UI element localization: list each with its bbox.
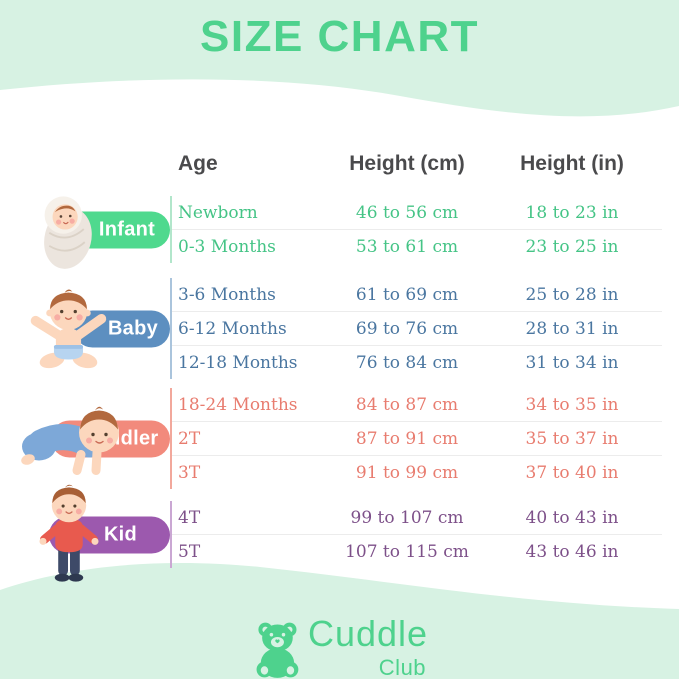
height-cm-value: 53 to 61 cm xyxy=(355,236,459,257)
height-cm-value: 61 to 69 cm xyxy=(355,284,459,305)
swaddled-infant-illustration xyxy=(44,195,92,269)
height-in-value: 23 to 25 in xyxy=(525,236,619,257)
height-cm-value: 76 to 84 cm xyxy=(355,352,459,373)
height-cm-value: 69 to 76 cm xyxy=(355,318,459,339)
kid-rows: 4T 99 to 107 cm 40 to 43 in 5T 107 to 11… xyxy=(170,501,662,568)
group-baby: Baby 3-6 Months 61 to 69 cm 25 to 28 in … xyxy=(22,278,662,379)
table-row: 6-12 Months 69 to 76 cm 28 to 31 in xyxy=(172,311,662,345)
table-header-row: Age Height (cm) Height (in) xyxy=(22,146,662,182)
height-cm-value: 84 to 87 cm xyxy=(355,394,459,415)
age-value: 18-24 Months xyxy=(178,394,298,415)
table-row: 18-24 Months 84 to 87 cm 34 to 35 in xyxy=(172,388,662,421)
brand-name: Cuddle xyxy=(307,613,429,654)
table-row: 12-18 Months 76 to 84 cm 31 to 34 in xyxy=(172,345,662,379)
infant-badge-cell: Infant xyxy=(22,195,170,269)
age-value: Newborn xyxy=(178,202,258,223)
age-value: 0-3 Months xyxy=(178,236,276,257)
standing-kid-illustration xyxy=(39,484,99,582)
group-infant: Infant Newborn 46 to 56 cm 18 to 23 in 0… xyxy=(22,195,662,269)
table-row: 3T 91 to 99 cm 37 to 40 in xyxy=(172,455,662,489)
baby-rows: 3-6 Months 61 to 69 cm 25 to 28 in 6-12 … xyxy=(170,278,662,379)
brand-name-sub: Club xyxy=(378,655,427,679)
teddy-bear-icon xyxy=(256,622,298,678)
height-in-value: 28 to 31 in xyxy=(525,318,619,339)
table-row: Newborn 46 to 56 cm 18 to 23 in xyxy=(172,196,662,229)
kid-badge-cell: Kid xyxy=(22,484,170,582)
height-cm-value: 99 to 107 cm xyxy=(350,507,464,528)
crawling-toddler-illustration xyxy=(21,406,119,475)
brand-logo: Cuddle Club xyxy=(251,616,428,679)
page-title: SIZE CHART xyxy=(200,12,479,61)
age-value: 6-12 Months xyxy=(178,318,287,339)
height-cm-value: 107 to 115 cm xyxy=(345,541,469,562)
column-header-age: Age xyxy=(178,152,218,175)
table-row: 4T 99 to 107 cm 40 to 43 in xyxy=(172,501,662,534)
height-in-value: 37 to 40 in xyxy=(525,462,619,483)
age-value: 3T xyxy=(178,462,201,483)
group-toddler: Toddler 18-24 Months 84 to 87 cm 34 to 3… xyxy=(21,388,662,489)
table-row: 5T 107 to 115 cm 43 to 46 in xyxy=(172,534,662,568)
age-value: 5T xyxy=(178,541,201,562)
baby-badge-cell: Baby xyxy=(22,278,170,379)
age-value: 12-18 Months xyxy=(178,352,298,373)
table-row: 0-3 Months 53 to 61 cm 23 to 25 in xyxy=(172,229,662,263)
toddler-badge-cell: Toddler xyxy=(21,388,170,489)
height-in-value: 43 to 46 in xyxy=(525,541,619,562)
size-table: Age Height (cm) Height (in) xyxy=(21,146,662,582)
height-cm-value: 91 to 99 cm xyxy=(355,462,459,483)
toddler-rows: 18-24 Months 84 to 87 cm 34 to 35 in 2T … xyxy=(170,388,662,489)
infant-rows: Newborn 46 to 56 cm 18 to 23 in 0-3 Mont… xyxy=(170,196,662,263)
height-in-value: 31 to 34 in xyxy=(525,352,619,373)
height-cm-value: 46 to 56 cm xyxy=(355,202,459,223)
table-row: 3-6 Months 61 to 69 cm 25 to 28 in xyxy=(172,278,662,311)
table-row: 2T 87 to 91 cm 35 to 37 in xyxy=(172,421,662,455)
column-header-height-in: Height (in) xyxy=(520,152,624,175)
height-in-value: 18 to 23 in xyxy=(525,202,619,223)
height-cm-value: 87 to 91 cm xyxy=(355,428,459,449)
height-in-value: 34 to 35 in xyxy=(525,394,619,415)
height-in-value: 40 to 43 in xyxy=(525,507,619,528)
age-value: 4T xyxy=(178,507,201,528)
sitting-baby-illustration xyxy=(30,289,107,368)
age-value: 3-6 Months xyxy=(178,284,276,305)
group-kid: Kid 4T 99 to 107 cm 40 to 43 in 5T 107 t… xyxy=(22,484,662,582)
column-header-height-cm: Height (cm) xyxy=(349,152,465,175)
age-value: 2T xyxy=(178,428,201,449)
height-in-value: 25 to 28 in xyxy=(525,284,619,305)
brand-name-block: Cuddle Club xyxy=(308,616,428,679)
height-in-value: 35 to 37 in xyxy=(525,428,619,449)
